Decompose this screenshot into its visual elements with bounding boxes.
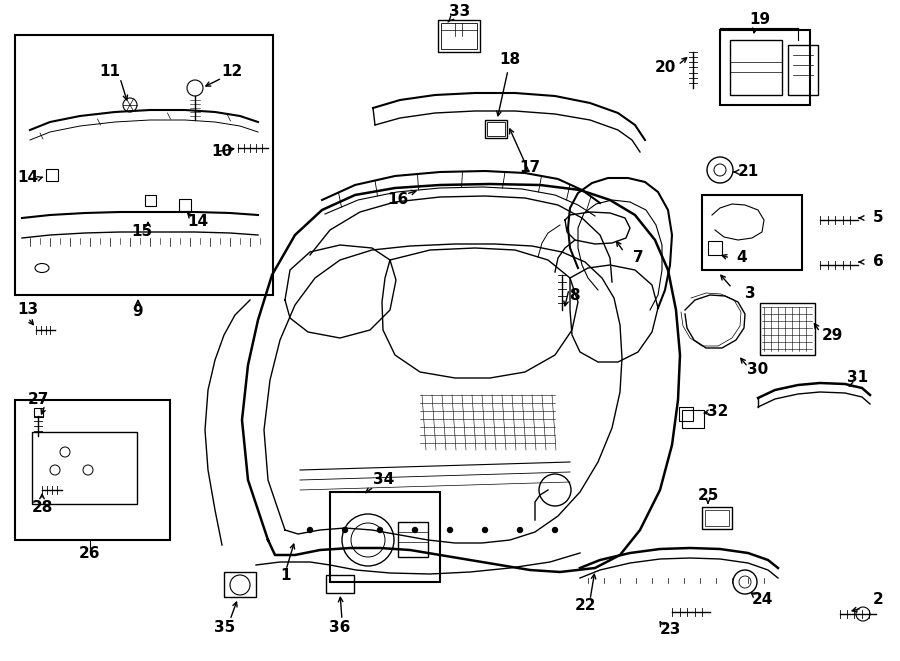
- Text: 12: 12: [221, 65, 243, 79]
- Text: 5: 5: [873, 210, 883, 225]
- Text: 16: 16: [387, 192, 409, 208]
- Text: 13: 13: [17, 303, 39, 317]
- Bar: [33, 407, 42, 416]
- Text: 31: 31: [848, 371, 868, 385]
- Circle shape: [377, 527, 382, 533]
- Circle shape: [343, 527, 347, 533]
- Circle shape: [482, 527, 488, 533]
- Bar: [720, 30, 810, 105]
- Circle shape: [518, 527, 523, 533]
- Text: 18: 18: [500, 52, 520, 67]
- Text: 22: 22: [574, 598, 596, 613]
- Bar: [224, 572, 256, 597]
- Text: 14: 14: [187, 215, 209, 229]
- Text: 10: 10: [212, 145, 232, 159]
- Bar: [326, 575, 354, 593]
- Text: 7: 7: [633, 251, 643, 266]
- Text: 1: 1: [281, 568, 292, 582]
- Bar: [32, 432, 137, 504]
- Text: 19: 19: [750, 13, 770, 28]
- Bar: [441, 23, 477, 49]
- Text: 2: 2: [873, 592, 884, 607]
- Text: 24: 24: [752, 592, 773, 607]
- Text: 3: 3: [744, 286, 755, 301]
- Circle shape: [553, 527, 557, 533]
- Text: 26: 26: [79, 547, 101, 561]
- Text: 6: 6: [873, 254, 884, 270]
- Text: 21: 21: [737, 165, 759, 180]
- Text: 4: 4: [737, 251, 747, 266]
- Circle shape: [308, 527, 312, 533]
- Bar: [702, 507, 732, 529]
- Bar: [15, 400, 170, 540]
- Bar: [398, 522, 428, 557]
- Text: 30: 30: [747, 362, 769, 377]
- Text: 14: 14: [17, 171, 39, 186]
- Bar: [330, 492, 440, 582]
- Bar: [487, 122, 505, 136]
- Bar: [179, 199, 191, 211]
- Text: 11: 11: [100, 65, 121, 79]
- Bar: [485, 120, 507, 138]
- Text: 33: 33: [449, 5, 471, 20]
- Text: 15: 15: [131, 225, 153, 239]
- Bar: [46, 169, 58, 181]
- Bar: [682, 410, 704, 428]
- Bar: [730, 40, 782, 95]
- Bar: [788, 45, 818, 95]
- Bar: [760, 303, 815, 355]
- Bar: [705, 510, 729, 526]
- Text: 25: 25: [698, 488, 719, 502]
- Bar: [15, 35, 273, 295]
- Circle shape: [412, 527, 418, 533]
- Text: 34: 34: [374, 473, 394, 488]
- Text: 20: 20: [654, 61, 676, 75]
- Text: 36: 36: [329, 621, 351, 635]
- Bar: [679, 407, 693, 421]
- Text: 9: 9: [132, 305, 143, 319]
- Text: 17: 17: [519, 161, 541, 176]
- Bar: [702, 195, 802, 270]
- Text: 23: 23: [660, 623, 680, 637]
- Bar: [145, 194, 156, 206]
- Text: 28: 28: [32, 500, 53, 516]
- Text: 8: 8: [569, 288, 580, 303]
- Circle shape: [447, 527, 453, 533]
- Bar: [708, 241, 722, 255]
- Text: 27: 27: [27, 393, 49, 407]
- Bar: [438, 20, 480, 52]
- Text: 32: 32: [707, 405, 729, 420]
- Text: 29: 29: [822, 327, 842, 342]
- Text: 35: 35: [214, 621, 236, 635]
